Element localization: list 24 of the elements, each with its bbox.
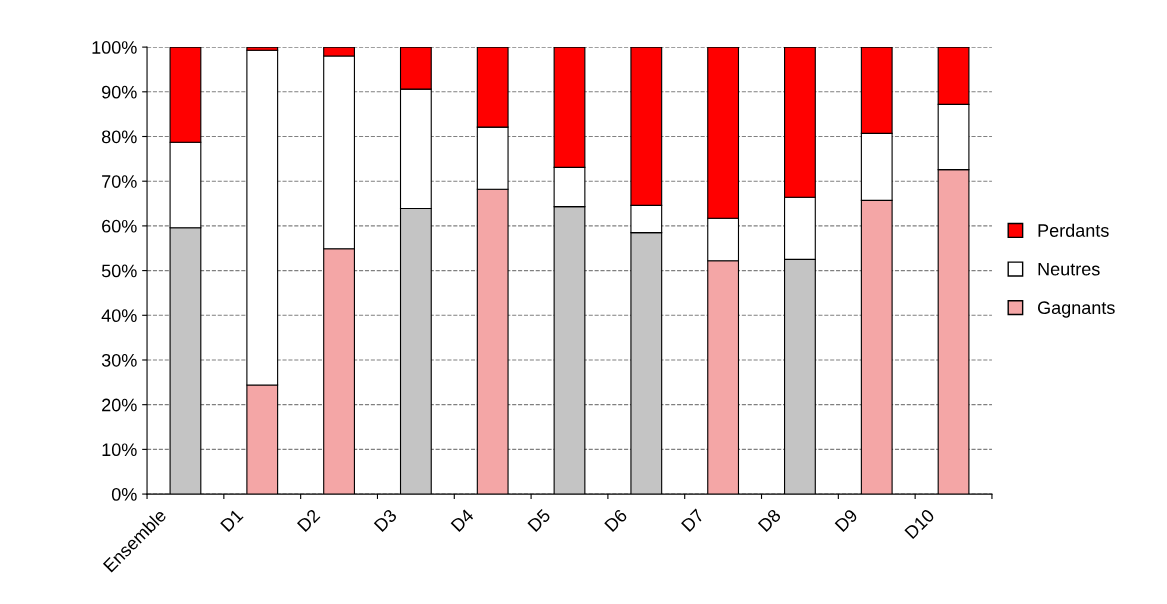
x-tick-label: D9	[834, 508, 859, 533]
y-tick-label: 100%	[92, 41, 137, 54]
x-tick-label: D3	[373, 508, 398, 533]
x-tick-label: D7	[681, 508, 705, 533]
y-tick-label: 70%	[102, 175, 137, 188]
y-tick-label: 80%	[101, 130, 137, 144]
y-tick-label: 50%	[101, 264, 137, 278]
x-tick-label: D4	[450, 508, 475, 533]
x-tick-label: D1	[220, 508, 244, 533]
legend-label: Gagnants	[1038, 301, 1115, 318]
x-tick-label: D6	[604, 508, 628, 533]
y-tick-label: 20%	[102, 398, 137, 412]
x-tick-label: D5	[527, 508, 552, 533]
x-tick-label: D8	[757, 508, 782, 533]
y-tick-label: 90%	[102, 85, 137, 99]
y-tick-label: 60%	[102, 219, 137, 233]
legend-label: Neutres	[1038, 262, 1100, 276]
x-tick-label: D2	[296, 508, 321, 533]
y-tick-label: 30%	[101, 353, 137, 367]
y-tick-label: 10%	[102, 443, 137, 457]
y-tick-label: 40%	[101, 309, 137, 323]
legend-label: Perdants	[1038, 223, 1109, 237]
x-tick-label: D10	[904, 508, 936, 540]
y-tick-label: 0%	[111, 488, 137, 501]
